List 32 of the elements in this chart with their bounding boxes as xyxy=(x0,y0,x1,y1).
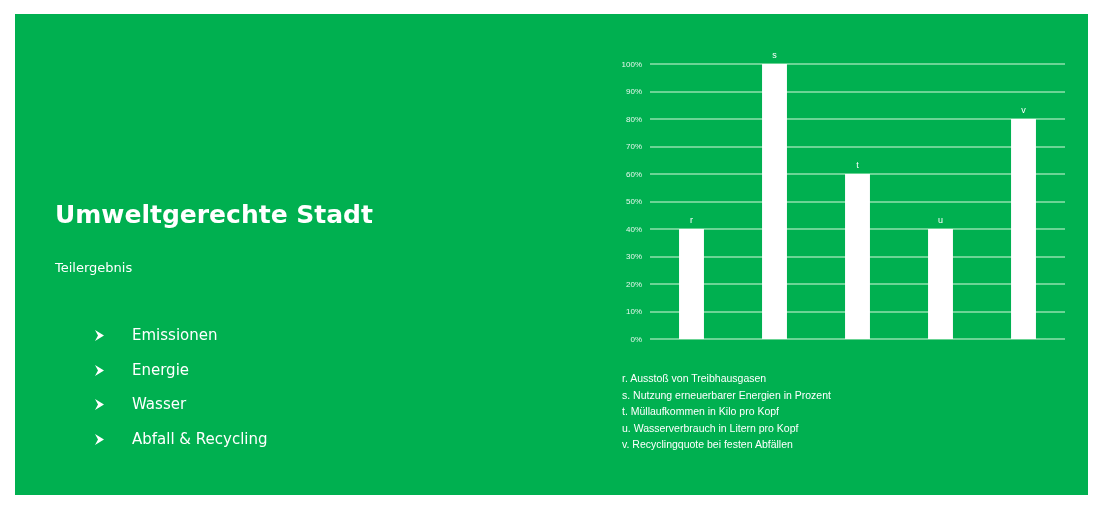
text: Emissionen xyxy=(132,326,218,344)
text: Abfall & Recycling xyxy=(132,429,268,448)
bar xyxy=(679,229,704,339)
text: Energie xyxy=(132,360,190,379)
x-tick-label: r xyxy=(690,214,693,225)
text: t. Müllaufkommen in Kilo pro Kopf xyxy=(622,404,780,419)
text: Umweltgerechte Stadt xyxy=(55,200,373,229)
y-tick-label: 0% xyxy=(630,334,642,344)
text: Teilergebnis xyxy=(55,260,133,275)
y-tick-label: 80% xyxy=(625,114,642,124)
bar xyxy=(1011,119,1036,339)
bar xyxy=(845,174,870,339)
y-tick-label: 30% xyxy=(625,252,642,261)
text: Wasser xyxy=(132,395,187,413)
y-tick-label: 100% xyxy=(621,59,642,69)
y-tick-label: 40% xyxy=(625,224,642,234)
x-tick-label: s xyxy=(772,49,778,60)
text: r. Ausstoß von Treibhausgasen xyxy=(622,371,768,386)
y-tick-label: 70% xyxy=(625,142,642,151)
bar xyxy=(928,229,953,339)
x-tick-label: v xyxy=(1021,104,1027,115)
bar xyxy=(762,64,787,339)
y-tick-label: 10% xyxy=(625,307,642,316)
y-tick-label: 60% xyxy=(625,169,642,179)
text: v. Recyclingquote bei festen Abfällen xyxy=(622,437,794,452)
text: u. Wasserverbrauch in Litern pro Kopf xyxy=(622,420,800,436)
x-tick-label: t xyxy=(856,159,860,170)
y-tick-label: 20% xyxy=(625,279,642,289)
x-tick-label: u xyxy=(937,214,944,225)
y-tick-label: 50% xyxy=(625,197,642,206)
text: s. Nutzung erneuerbarer Energien in Prozent xyxy=(622,387,831,403)
y-tick-label: 90% xyxy=(625,87,642,96)
